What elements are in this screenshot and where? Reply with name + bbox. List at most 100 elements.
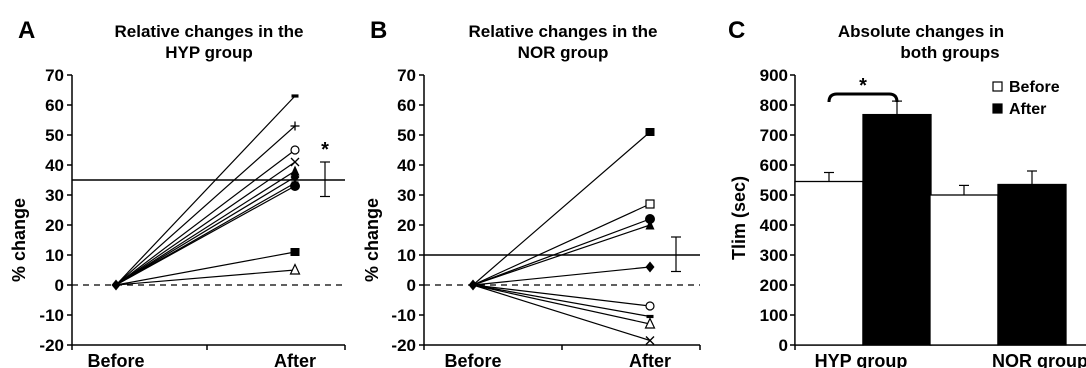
- panel-a-series-2-marker: [290, 145, 300, 155]
- panel-a-x-tick-label-1: After: [274, 351, 316, 368]
- panel-b-letter: B: [370, 17, 387, 44]
- panel-a-y-tick-label-8: -10: [39, 306, 64, 325]
- panel-a-y-axis-label: % change: [9, 198, 29, 282]
- panel-a-series-1-marker: [290, 121, 300, 131]
- panel-c-title-line-1: Absolute changes in: [838, 22, 1004, 41]
- panel-a-y-tick-label-0: 70: [45, 66, 64, 85]
- panel-b-title-line-1: Relative changes in the: [469, 22, 658, 41]
- panel-c-legend-label-1: After: [1009, 101, 1046, 118]
- panel-c-y-tick-label-2: 700: [760, 126, 788, 145]
- panel-c-y-tick-label-9: 0: [779, 336, 788, 355]
- panel-c-y-tick-label-1: 800: [760, 96, 788, 115]
- panel-a-series-4-marker: [290, 165, 300, 176]
- panel-b-series-7-marker: [644, 317, 656, 329]
- panel-b-y-tick-label-0: 70: [397, 66, 416, 85]
- panel-a-y-tick-label-7: 0: [55, 276, 64, 295]
- panel-c-y-tick-label-8: 100: [760, 306, 788, 325]
- panel-a-y-tick-label-9: -20: [39, 336, 64, 355]
- panel-c-x-tick-label-1: NOR group: [992, 351, 1086, 368]
- panel-c-y-tick-label-4: 500: [760, 186, 788, 205]
- panel-c-x-tick-label-0: HYP group: [815, 351, 908, 368]
- panel-a-series-7-line: [115, 185, 296, 286]
- panel-a-series-2-line: [115, 149, 296, 286]
- panel-b-y-tick-label-5: 20: [397, 216, 416, 235]
- panel-a-series-3-marker: [290, 157, 300, 167]
- panel-a-significance-star: *: [321, 139, 329, 161]
- panel-a-series-9-marker: [289, 263, 301, 275]
- panel-c-y-axis-label: Tlim (sec): [729, 176, 749, 260]
- panel-a-series-0-marker: [291, 94, 299, 98]
- panel-c-legend-swatch-0: [992, 81, 1003, 92]
- panel-c-legend-swatch-1: [992, 103, 1003, 114]
- panel-c-title-line-2: both groups: [900, 43, 999, 62]
- panel-b-series-0-line: [472, 131, 651, 286]
- panel-b-x-tick-label-1: After: [629, 351, 671, 368]
- panel-c-letter: C: [728, 17, 745, 44]
- panel-c-significance-star: *: [859, 75, 867, 97]
- panel-b-y-tick-label-1: 60: [397, 96, 416, 115]
- panel-a-series-4-line: [115, 170, 296, 286]
- panel-b-y-tick-label-9: -20: [391, 336, 416, 355]
- panel-b: B Relative changes in the NOR group % ch…: [362, 17, 701, 368]
- panel-c-plot-area: HYP group NOR group *: [794, 75, 1086, 368]
- panel-c-legend: Before After: [992, 79, 1060, 118]
- panel-c-y-tick-label-5: 400: [760, 216, 788, 235]
- panel-c-y-tick-label-3: 600: [760, 156, 788, 175]
- panel-b-plot-area: Before After: [423, 128, 701, 368]
- panel-b-series-4-marker: [645, 261, 655, 273]
- panel-b-series-1-marker: [645, 199, 655, 209]
- panel-a-series-3-marker-b: [290, 157, 300, 167]
- panel-c: C Absolute changes in both groups Tlim (…: [728, 17, 1086, 368]
- panel-b-title-line-2: NOR group: [518, 43, 609, 62]
- panel-a-plot-area: Before After *: [71, 94, 346, 368]
- panel-a-series-5-marker: [290, 171, 300, 183]
- panel-b-series-4-line: [472, 266, 651, 286]
- panel-b-series-6-line: [472, 284, 651, 318]
- panel-b-series-0-marker: [645, 128, 655, 136]
- panel-b-y-tick-label-3: 40: [397, 156, 416, 175]
- panel-a-x-tick-label-0: Before: [87, 351, 144, 368]
- panel-a-title-line-1: Relative changes in the: [115, 22, 304, 41]
- panel-a-series-8-marker: [290, 248, 300, 256]
- panel-b-y-tick-label-4: 30: [397, 186, 416, 205]
- panel-c-y-axis: 900 800 700 600 500 400 300 200 100 0: [760, 66, 796, 355]
- panel-b-series-5-marker: [645, 301, 655, 311]
- panel-a-series-3-line: [115, 161, 296, 286]
- panel-a-y-tick-label-1: 60: [45, 96, 64, 115]
- panel-b-series-3-line: [472, 224, 651, 286]
- panel-b-series-8-marker: [645, 336, 655, 345]
- panel-a-y-tick-label-6: 10: [45, 246, 64, 265]
- panel-a-letter: A: [18, 17, 35, 44]
- panel-a-series-0-line: [115, 95, 296, 286]
- panel-a-y-tick-label-5: 20: [45, 216, 64, 235]
- panel-b-series-1-line: [472, 203, 651, 286]
- panel-b-y-tick-label-2: 50: [397, 126, 416, 145]
- panel-b-y-tick-label-8: -10: [391, 306, 416, 325]
- panel-a-y-axis: 70 60 50 40 30 20 10 0 -10 -20: [39, 66, 73, 355]
- panel-c-y-tick-label-7: 200: [760, 276, 788, 295]
- panel-b-series-5-line: [472, 284, 651, 307]
- panel-a-y-tick-label-4: 30: [45, 186, 64, 205]
- panel-b-x-tick-label-0: Before: [444, 351, 501, 368]
- panel-c-bar-1-0: [929, 194, 999, 346]
- panel-a: A Relative changes in the HYP group % ch…: [9, 17, 346, 368]
- panel-b-series-6-marker: [646, 314, 654, 319]
- panel-a-series-5-line: [115, 176, 296, 286]
- panel-a-title-line-2: HYP group: [165, 43, 253, 62]
- panel-a-series-8-line: [115, 251, 296, 286]
- panel-b-y-axis: 70 60 50 40 30 20 10 0 -10 -20: [391, 66, 425, 355]
- panel-b-y-axis-label: % change: [362, 198, 382, 282]
- panel-b-series-8-line: [472, 284, 651, 342]
- panel-a-y-tick-label-2: 50: [45, 126, 64, 145]
- panel-c-bar-0-0: [794, 180, 864, 346]
- panel-b-y-tick-label-6: 10: [397, 246, 416, 265]
- panel-c-y-tick-label-6: 300: [760, 246, 788, 265]
- panel-c-legend-label-0: Before: [1009, 79, 1060, 96]
- panel-a-y-tick-label-3: 40: [45, 156, 64, 175]
- panel-b-series-2-line: [472, 218, 651, 286]
- panel-c-bar-0-1: [862, 113, 932, 346]
- panel-a-series-1-line: [115, 125, 296, 286]
- panel-b-series-8-marker-b: [645, 336, 655, 345]
- panel-b-before-point: [468, 279, 478, 291]
